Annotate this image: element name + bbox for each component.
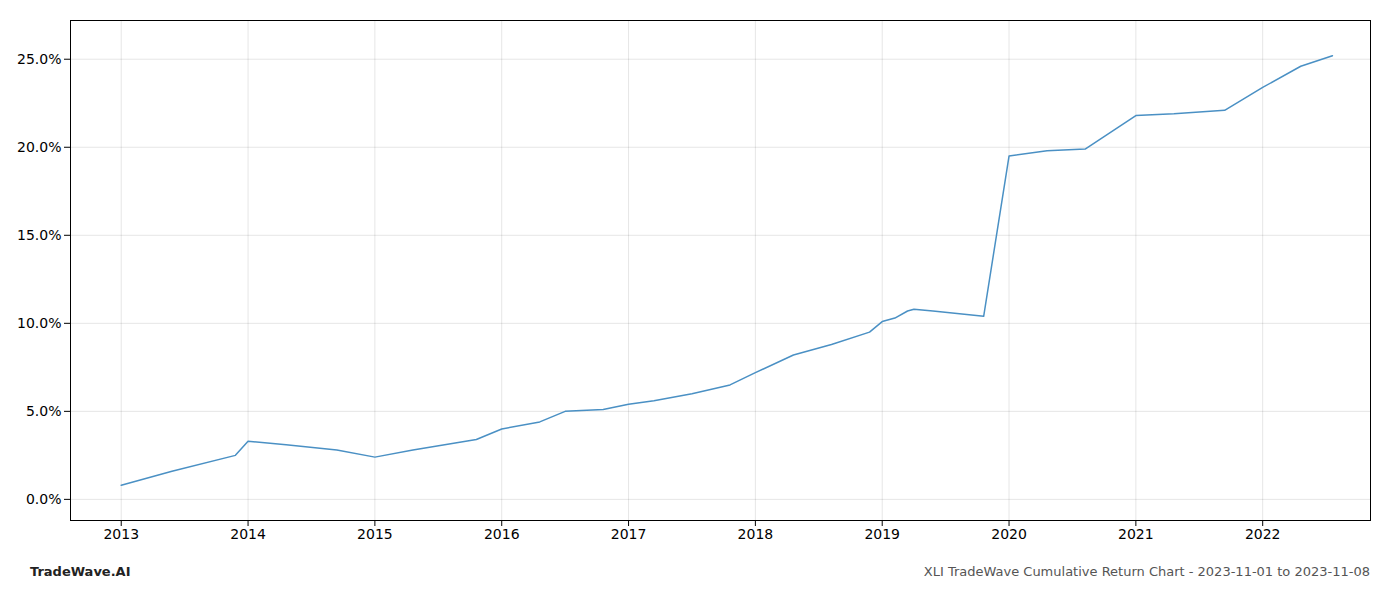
- svg-text:20.0%: 20.0%: [17, 139, 61, 155]
- svg-text:2017: 2017: [611, 526, 647, 542]
- svg-text:2016: 2016: [484, 526, 520, 542]
- svg-text:2019: 2019: [864, 526, 900, 542]
- svg-text:0.0%: 0.0%: [26, 491, 62, 507]
- svg-text:2014: 2014: [230, 526, 266, 542]
- html-text:XLI TradeWave Cumulative Retur: XLI TradeWave Cumulative Return Chart - …: [923, 564, 1370, 579]
- svg-text:2015: 2015: [357, 526, 393, 542]
- svg-text:25.0%: 25.0%: [17, 51, 61, 67]
- svg-text:2021: 2021: [1118, 526, 1154, 542]
- svg-text:15.0%: 15.0%: [17, 227, 61, 243]
- svg-text:2022: 2022: [1245, 526, 1281, 542]
- svg-text:2018: 2018: [738, 526, 774, 542]
- svg-text:10.0%: 10.0%: [17, 315, 61, 331]
- svg-text:2020: 2020: [991, 526, 1027, 542]
- svg-text:5.0%: 5.0%: [26, 403, 62, 419]
- html-text:TradeWave.AI: TradeWave.AI: [30, 564, 131, 579]
- svg-text:2013: 2013: [103, 526, 139, 542]
